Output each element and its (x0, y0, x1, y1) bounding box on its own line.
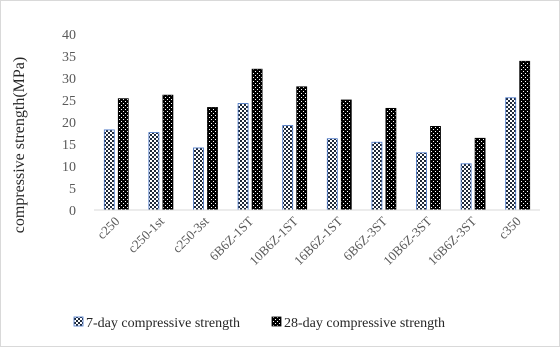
legend: 7-day compressive strength 28-day compres… (73, 316, 445, 331)
bar-7day-6B6Z-3ST (371, 141, 383, 211)
bar-28day-c350 (519, 60, 531, 211)
x-category-label: c350 (495, 214, 523, 242)
bar-28day-c250 (117, 98, 129, 211)
bar-7day-16B6Z-3ST (460, 163, 472, 211)
bar-28day-10B6Z-3ST (430, 126, 441, 211)
bar-7day-10B6Z-1ST (282, 125, 294, 211)
y-tick-label: 40 (62, 28, 76, 43)
y-tick-label: 25 (62, 94, 76, 109)
legend-label-28day: 28-day compressive strength (284, 316, 445, 331)
legend-label-7day: 7-day compressive strength (86, 316, 240, 331)
y-axis-label: compressive strength(MPa) (11, 57, 28, 233)
bar-28day-10B6Z-1ST (296, 86, 308, 211)
legend-swatch-7day (73, 316, 84, 327)
bar-28day-c250-1st (162, 94, 174, 211)
x-category-label: c250 (94, 214, 122, 242)
bar-7day-10B6Z-3ST (416, 152, 427, 211)
y-tick-label: 20 (62, 116, 76, 131)
bar-28day-6B6Z-1ST (251, 68, 263, 211)
x-category-label: c250-3st (169, 213, 212, 256)
y-tick-label: 15 (62, 138, 76, 153)
y-tick-label: 35 (62, 50, 76, 65)
bars (103, 60, 531, 211)
x-category-label: c250-1st (125, 213, 168, 256)
y-tick-label: 5 (69, 182, 76, 197)
bar-7day-16B6Z-1ST (326, 138, 338, 211)
y-tick-label: 0 (69, 204, 76, 219)
bar-28day-6B6Z-3ST (385, 107, 397, 211)
x-axis-category-labels: c250 c250-1st c250-3st6B6Z-1ST10B6Z-1ST16B… (94, 213, 524, 268)
bar-7day-c250 (103, 129, 115, 211)
y-tick-label: 10 (62, 160, 76, 175)
bar-28day-16B6Z-3ST (474, 137, 486, 211)
bar-7day-c250-3st (193, 147, 204, 211)
y-axis-ticks: 0 5 10 15 20 25 30 35 40 (62, 28, 76, 219)
bar-28day-16B6Z-1ST (340, 99, 352, 211)
bar-28day-c250-3st (207, 107, 218, 211)
legend-swatch-28day (271, 316, 282, 327)
x-category-label: 16B6Z-3ST (425, 213, 480, 268)
x-category-label: 16B6Z-1ST (291, 213, 346, 268)
bar-7day-6B6Z-1ST (237, 103, 249, 211)
y-tick-label: 30 (62, 72, 76, 87)
bar-7day-c350 (505, 97, 517, 211)
bar-7day-c250-1st (148, 132, 160, 211)
